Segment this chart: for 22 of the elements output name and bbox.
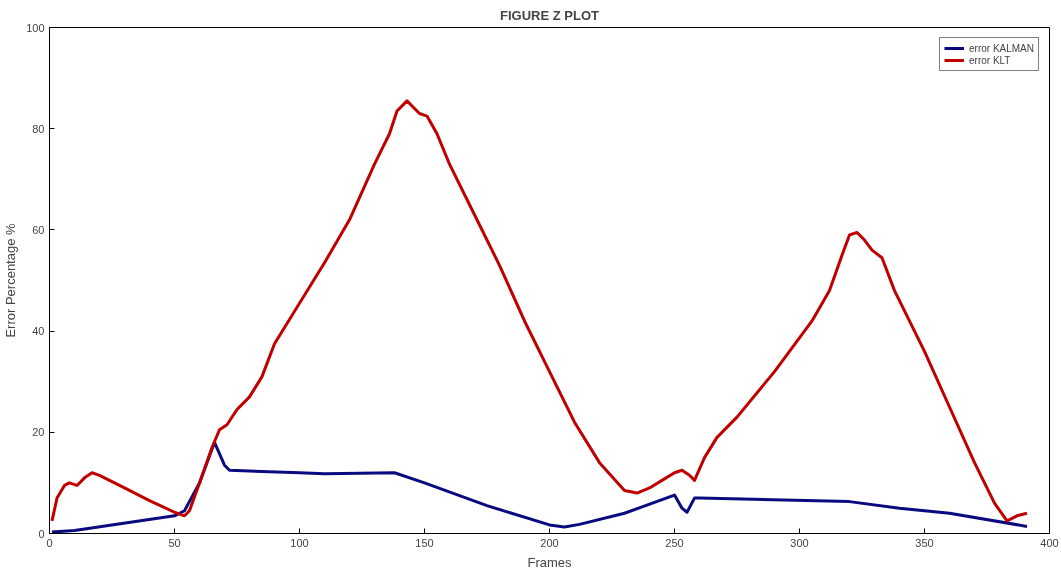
y-axis-title: Error Percentage % [3, 222, 19, 338]
x-tick-label: 200 [540, 536, 559, 549]
x-tick-label: 300 [790, 536, 809, 549]
legend-label: error KALMAN [968, 42, 1034, 54]
x-tick-label: 0 [46, 536, 53, 549]
legend-label: error KLT [968, 54, 1011, 66]
x-tick-label: 350 [915, 536, 934, 549]
line-series [50, 99, 1029, 523]
line-series [50, 440, 1029, 534]
x-axis-title: Frames [527, 554, 573, 570]
x-tick-label: 400 [1040, 536, 1059, 549]
x-tick-label: 250 [665, 536, 684, 549]
y-tick-label: 100 [26, 21, 45, 34]
y-tick-label: 20 [32, 426, 45, 439]
chart-title: FIGURE Z PLOT [500, 7, 600, 23]
x-tick-label: 50 [168, 536, 181, 549]
x-tick-label: 150 [415, 536, 434, 549]
y-tick-label: 80 [32, 122, 45, 135]
y-tick-label: 60 [32, 223, 45, 236]
y-tick-label: 0 [38, 527, 45, 540]
x-tick-label: 100 [290, 536, 309, 549]
y-tick-label: 40 [32, 325, 45, 338]
